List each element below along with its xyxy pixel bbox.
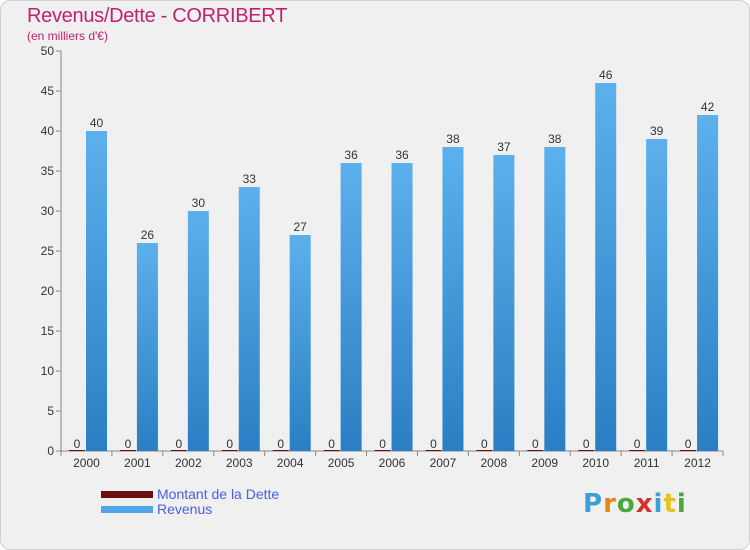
bar-revenus xyxy=(595,83,617,451)
bar-dette xyxy=(527,450,544,451)
y-tick-label: 30 xyxy=(41,204,55,218)
x-tick-label: 2001 xyxy=(124,456,151,470)
bar-revenus xyxy=(340,163,362,451)
chart-legend: Montant de la Dette Revenus xyxy=(101,487,279,517)
bar-dette xyxy=(323,450,340,451)
legend-label-revenus: Revenus xyxy=(157,501,213,517)
data-label-dette: 0 xyxy=(481,437,488,451)
legend-item-dette: Montant de la Dette xyxy=(101,487,279,502)
data-label-dette: 0 xyxy=(379,437,386,451)
y-tick-label: 15 xyxy=(41,324,55,338)
bar-dette xyxy=(578,450,595,451)
x-tick-label: 2000 xyxy=(73,456,100,470)
bar-dette xyxy=(69,450,85,451)
data-label-dette: 0 xyxy=(74,437,81,451)
legend-item-revenus: Revenus xyxy=(101,502,279,517)
data-label-revenus: 46 xyxy=(599,68,613,82)
legend-swatch-dette xyxy=(101,491,153,498)
bar-revenus xyxy=(697,115,719,451)
bar-dette xyxy=(272,450,289,451)
y-tick-label: 45 xyxy=(41,84,55,98)
legend-swatch-revenus xyxy=(101,506,153,513)
y-tick-label: 0 xyxy=(47,444,54,458)
bar-revenus xyxy=(544,147,566,451)
data-label-revenus: 27 xyxy=(294,220,308,234)
data-label-dette: 0 xyxy=(634,437,641,451)
bar-dette xyxy=(425,450,442,451)
data-label-dette: 0 xyxy=(430,437,437,451)
data-label-revenus: 30 xyxy=(192,196,206,210)
bar-dette xyxy=(476,450,493,451)
y-tick-label: 40 xyxy=(41,124,55,138)
y-tick-label: 35 xyxy=(41,164,55,178)
data-label-revenus: 38 xyxy=(446,132,460,146)
data-label-dette: 0 xyxy=(176,437,183,451)
bar-dette xyxy=(170,450,187,451)
data-label-dette: 0 xyxy=(685,437,692,451)
data-label-dette: 0 xyxy=(328,437,335,451)
bar-revenus xyxy=(646,139,668,451)
data-label-dette: 0 xyxy=(125,437,132,451)
x-tick-label: 2008 xyxy=(480,456,507,470)
data-label-revenus: 26 xyxy=(141,228,155,242)
y-tick-label: 25 xyxy=(41,244,55,258)
y-tick-label: 50 xyxy=(41,44,55,58)
bar-dette xyxy=(221,450,238,451)
bar-revenus xyxy=(86,131,107,451)
x-tick-label: 2006 xyxy=(379,456,406,470)
x-tick-label: 2005 xyxy=(328,456,355,470)
y-tick-label: 5 xyxy=(47,404,54,418)
x-tick-label: 2012 xyxy=(684,456,711,470)
data-label-revenus: 39 xyxy=(650,124,664,138)
bar-revenus xyxy=(238,187,260,451)
bar-dette xyxy=(374,450,391,451)
bar-revenus xyxy=(136,243,158,451)
x-tick-label: 2009 xyxy=(531,456,558,470)
x-tick-label: 2003 xyxy=(226,456,253,470)
x-tick-label: 2007 xyxy=(430,456,457,470)
data-label-dette: 0 xyxy=(583,437,590,451)
x-tick-label: 2004 xyxy=(277,456,304,470)
data-label-revenus: 42 xyxy=(701,100,715,114)
data-label-revenus: 37 xyxy=(497,140,511,154)
bar-revenus xyxy=(391,163,413,451)
data-label-dette: 0 xyxy=(532,437,539,451)
data-label-revenus: 36 xyxy=(344,148,358,162)
bar-revenus xyxy=(442,147,464,451)
bar-dette xyxy=(119,450,136,451)
data-label-revenus: 38 xyxy=(548,132,562,146)
bar-revenus xyxy=(289,235,311,451)
bar-dette xyxy=(680,450,697,451)
y-tick-label: 10 xyxy=(41,364,55,378)
data-label-revenus: 36 xyxy=(395,148,409,162)
data-label-revenus: 33 xyxy=(243,172,257,186)
legend-label-dette: Montant de la Dette xyxy=(157,486,280,502)
data-label-dette: 0 xyxy=(226,437,233,451)
x-tick-label: 2002 xyxy=(175,456,202,470)
y-tick-label: 20 xyxy=(41,284,55,298)
chart-subtitle: (en milliers d'€) xyxy=(27,29,108,43)
data-label-dette: 0 xyxy=(277,437,284,451)
x-tick-label: 2011 xyxy=(634,456,660,470)
bar-revenus xyxy=(493,155,515,451)
x-tick-label: 2010 xyxy=(582,456,609,470)
data-label-revenus: 40 xyxy=(90,116,104,130)
bar-revenus xyxy=(187,211,209,451)
bar-dette xyxy=(629,450,646,451)
chart-title: Revenus/Dette - CORRIBERT xyxy=(27,5,287,27)
